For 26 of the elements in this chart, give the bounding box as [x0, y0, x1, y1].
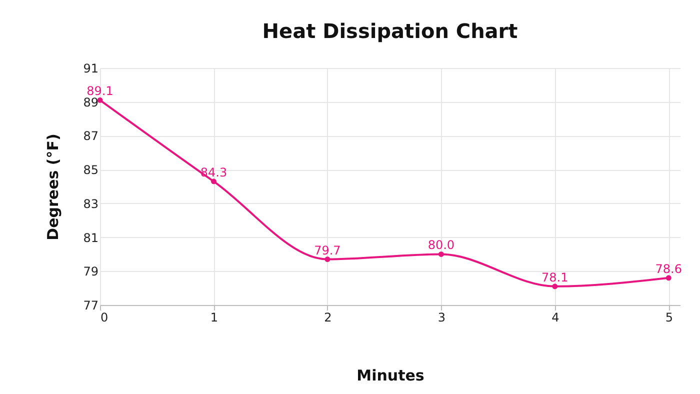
data-label: 79.7 — [314, 243, 341, 258]
data-label: 78.6 — [655, 262, 682, 276]
y-tick-label: 79 — [83, 264, 98, 279]
x-tick-label: 2 — [324, 310, 332, 324]
y-tick-label: 83 — [83, 196, 98, 211]
x-tick-label: 0 — [100, 310, 108, 324]
y-axis-title: Degrees (°F) — [44, 134, 62, 240]
x-axis-title: Minutes — [356, 366, 424, 384]
point — [666, 275, 672, 281]
x-tick-label: 4 — [552, 310, 560, 324]
y-tick-label: 91 — [83, 62, 98, 76]
data-label: 78.1 — [542, 270, 568, 284]
y-tick-label: 77 — [83, 298, 98, 312]
point — [552, 284, 558, 290]
point — [438, 251, 444, 257]
x-tick-label: 1 — [210, 310, 218, 324]
chart-title: Heat Dissipation Chart — [262, 19, 518, 43]
y-tick-label: 87 — [83, 129, 98, 144]
data-label: 80.0 — [428, 238, 455, 252]
point — [210, 178, 216, 184]
y-tick-label: 81 — [83, 230, 98, 245]
point — [324, 256, 330, 262]
y-tick-label: 85 — [83, 163, 98, 178]
data-label: 84.3 — [200, 165, 228, 180]
x-tick-label: 5 — [665, 310, 673, 324]
x-tick-label: 3 — [438, 310, 446, 324]
